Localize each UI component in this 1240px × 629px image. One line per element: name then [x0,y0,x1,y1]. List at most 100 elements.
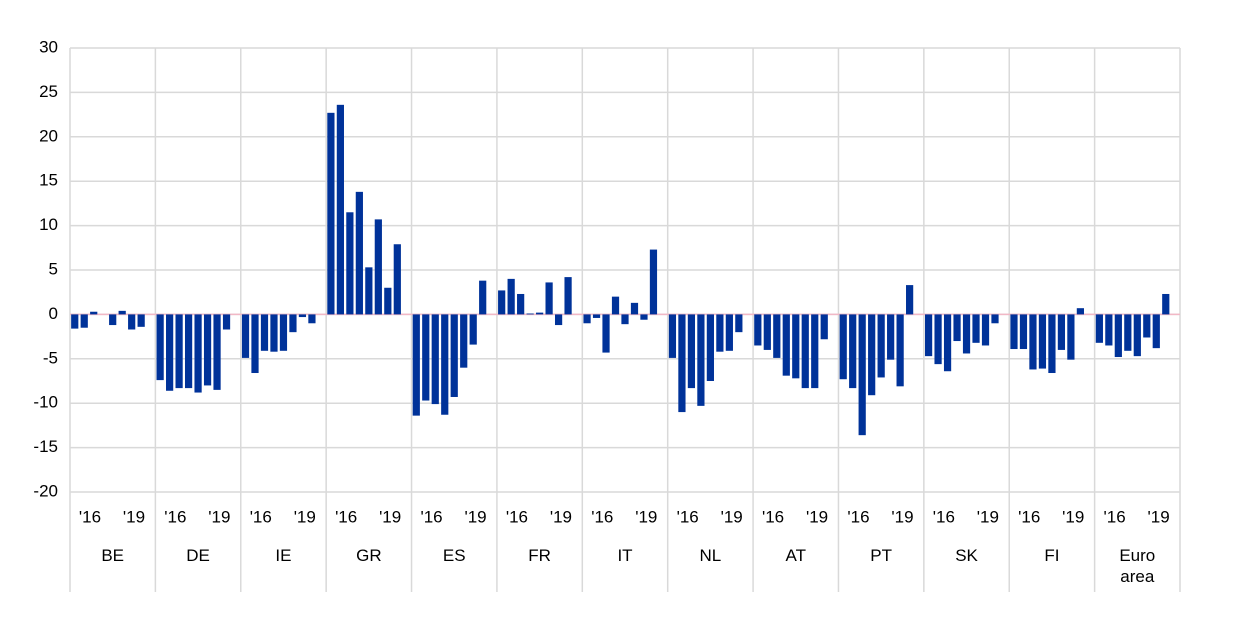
period-label: '16 [250,507,272,526]
bar [1162,293,1170,315]
y-tick-label: -20 [33,481,58,500]
bar [1124,314,1132,351]
group-label: FR [528,546,551,565]
bar [801,314,809,389]
y-tick-label: 20 [39,126,58,145]
bar [1057,314,1066,350]
bar [393,244,401,315]
period-label: '19 [464,507,486,526]
bar [545,282,553,315]
bar [260,314,269,351]
bar [773,314,781,358]
period-label: '19 [123,507,145,526]
bar [384,287,392,315]
bar [962,314,971,354]
bar [1038,314,1047,369]
y-tick-label: -10 [33,393,58,412]
bar [270,314,278,352]
bar [128,314,136,330]
bar [820,314,828,340]
period-label: '19 [550,507,572,526]
bar [289,314,297,333]
bar [90,311,98,315]
bar [498,290,506,315]
bar [716,314,724,352]
group-label: GR [356,546,382,565]
group-label: SK [955,546,978,565]
bar [450,314,458,397]
bar [554,314,563,326]
bar [194,314,202,393]
bar [479,280,487,315]
bar [811,314,819,389]
bar [412,314,420,416]
group-label: AT [785,546,806,565]
period-label: '16 [79,507,101,526]
group-label: IT [617,546,633,565]
bar [71,314,79,329]
bar [763,314,771,350]
bar [1019,314,1028,350]
bar [517,293,525,315]
bar [109,314,117,326]
period-label: '16 [933,507,955,526]
period-label: '19 [379,507,401,526]
bar [649,249,658,315]
bar [906,285,914,315]
bar [1143,314,1151,338]
bar [1048,314,1056,374]
bar [896,314,904,387]
bar [441,314,449,415]
bar [184,314,193,389]
group-label: NL [699,546,722,565]
bar [346,212,354,315]
bar [298,314,307,318]
bar [460,314,468,368]
period-label: '19 [806,507,828,526]
period-label: '19 [635,507,657,526]
bar [953,314,961,342]
period-label: '16 [506,507,528,526]
period-label: '16 [762,507,784,526]
bar [1152,314,1160,349]
bar [602,314,610,353]
group-label: FI [1044,546,1060,565]
bar [536,312,544,315]
period-label: '16 [1018,507,1040,526]
bar [943,314,952,372]
bar [469,314,477,345]
bar [213,314,221,390]
period-label: '19 [294,507,316,526]
y-tick-label: 10 [39,215,58,234]
bar [203,314,212,386]
period-label: '19 [721,507,743,526]
bar [251,314,259,374]
bar [166,314,174,391]
bar [868,314,876,396]
bar [336,104,344,315]
bar [1067,314,1075,360]
bar [858,314,866,436]
bar [279,314,288,351]
bar [725,314,733,351]
bar [526,313,534,315]
bar [611,296,620,315]
bar [697,314,705,406]
bar [327,112,335,315]
bar [735,314,743,333]
bar [934,314,942,365]
group-label: Euro area [1119,546,1156,586]
bar [175,314,183,389]
period-label: '16 [420,507,442,526]
bar [792,314,800,379]
bar [583,314,591,324]
bar [630,302,639,315]
bar [431,314,439,405]
bar [754,314,762,346]
bar [887,314,895,360]
y-tick-label: -5 [43,348,58,367]
bar [782,314,790,376]
period-label: '19 [1148,507,1170,526]
period-label: '19 [208,507,230,526]
